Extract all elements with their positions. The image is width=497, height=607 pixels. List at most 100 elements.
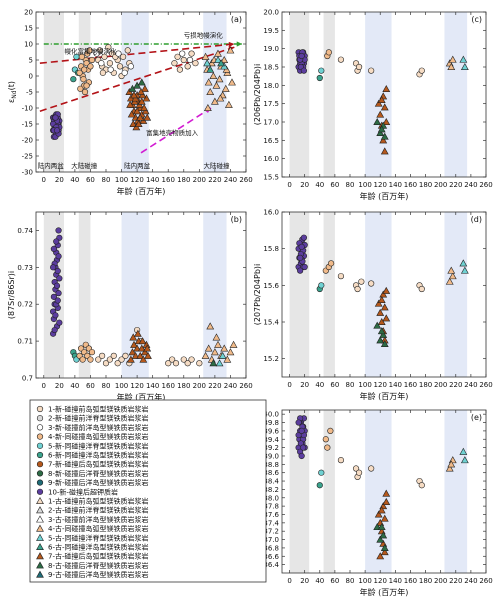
data-point bbox=[179, 50, 186, 57]
data-point bbox=[209, 359, 218, 367]
data-point bbox=[448, 272, 457, 280]
y-tick-label: 39.0 bbox=[263, 452, 279, 460]
data-point bbox=[226, 46, 235, 54]
x-tick-label: 120 bbox=[374, 381, 387, 389]
trend-arrowhead bbox=[236, 41, 243, 47]
data-point bbox=[116, 63, 124, 70]
y-tick-label: 0.71 bbox=[17, 338, 33, 346]
data-point bbox=[374, 510, 383, 518]
data-point bbox=[382, 314, 391, 322]
y-axis-label: εNd(t) bbox=[7, 81, 18, 103]
data-point bbox=[337, 56, 345, 63]
y-tick-label: 39.8 bbox=[263, 419, 279, 427]
y-tick-label: 5 bbox=[29, 57, 33, 65]
data-point bbox=[226, 348, 235, 356]
data-point bbox=[380, 548, 389, 556]
data-point bbox=[379, 531, 388, 539]
data-point bbox=[52, 114, 59, 121]
shaded-band bbox=[444, 410, 468, 573]
x-tick-label: 180 bbox=[177, 176, 190, 184]
legend-label: 5-新-同碰撞洋脊型镁铁质岩浆岩 bbox=[48, 441, 149, 450]
x-tick-label: 80 bbox=[102, 176, 111, 184]
plot-frame bbox=[35, 211, 247, 379]
legend-label: 6-古-同碰撞洋岛型镁铁质岩浆岩 bbox=[48, 543, 149, 552]
data-point bbox=[201, 351, 210, 359]
data-point bbox=[78, 53, 85, 60]
band-label: 大陆碰撞 bbox=[203, 161, 230, 170]
data-point bbox=[50, 245, 57, 252]
data-point bbox=[53, 127, 61, 134]
data-point bbox=[214, 55, 222, 64]
data-point bbox=[447, 266, 456, 274]
trend-line-magenta bbox=[140, 107, 212, 154]
x-tick-label: 60 bbox=[330, 181, 339, 189]
x-tick-label: 120 bbox=[374, 577, 387, 585]
data-point bbox=[373, 117, 382, 126]
legend-marker bbox=[36, 461, 44, 468]
y-tick-label: 18.5 bbox=[263, 64, 279, 72]
x-tick-label: 240 bbox=[224, 382, 237, 390]
data-point bbox=[358, 278, 365, 285]
data-point bbox=[77, 85, 84, 92]
y-tick-label: 17.0 bbox=[263, 119, 279, 127]
data-point bbox=[377, 506, 386, 514]
legend-label: 3-古-碰撞前洋岛型镁铁质岩浆岩 bbox=[48, 515, 149, 524]
data-point bbox=[459, 55, 468, 63]
legend-label: 1-新-碰撞前岛弧型镁铁质岩浆岩 bbox=[48, 405, 149, 414]
y-tick-label: 0.74 bbox=[17, 227, 33, 235]
data-point bbox=[460, 456, 469, 464]
x-tick-label: 160 bbox=[404, 577, 417, 585]
data-point bbox=[327, 427, 334, 434]
data-point bbox=[203, 103, 212, 112]
data-point bbox=[144, 351, 152, 359]
data-point bbox=[418, 67, 425, 74]
legend-marker bbox=[36, 470, 44, 477]
x-tick-label: 100 bbox=[115, 176, 128, 184]
data-point bbox=[355, 63, 363, 71]
data-point bbox=[373, 321, 382, 329]
data-point bbox=[380, 303, 389, 311]
data-point bbox=[382, 84, 391, 93]
data-point bbox=[137, 87, 145, 96]
data-point bbox=[143, 113, 152, 121]
y-tick-label: 40.0 bbox=[263, 411, 279, 419]
data-point bbox=[447, 62, 456, 71]
data-point bbox=[298, 243, 305, 250]
legend-marker bbox=[36, 405, 44, 413]
data-point bbox=[298, 427, 305, 434]
data-point bbox=[355, 469, 363, 476]
x-tick-label: 200 bbox=[193, 176, 206, 184]
legend-label: 6-新-同碰撞洋岛型镁铁质岩浆岩 bbox=[48, 451, 149, 460]
y-tick-label: 38.0 bbox=[263, 494, 279, 502]
data-point bbox=[76, 69, 83, 76]
data-point bbox=[377, 523, 386, 531]
data-point bbox=[184, 63, 191, 70]
y-tick-label: 15.5 bbox=[263, 174, 279, 182]
data-point bbox=[121, 69, 128, 76]
data-point bbox=[201, 52, 210, 60]
data-point bbox=[376, 336, 385, 344]
data-point bbox=[115, 50, 122, 57]
x-tick-label: 200 bbox=[434, 381, 447, 389]
y-tick-label: 36.4 bbox=[263, 561, 279, 569]
data-point bbox=[300, 67, 308, 74]
x-tick-label: 260 bbox=[479, 381, 492, 389]
data-point bbox=[377, 95, 386, 104]
x-tick-label: 100 bbox=[115, 382, 128, 390]
data-point bbox=[380, 132, 389, 140]
shaded-band bbox=[78, 212, 91, 378]
y-axis-label: (207Pb/204Pb)i bbox=[253, 264, 262, 326]
data-point bbox=[54, 297, 61, 304]
data-point bbox=[206, 322, 215, 330]
shaded-band bbox=[323, 212, 335, 377]
legend-marker bbox=[36, 524, 44, 532]
x-tick-label: 220 bbox=[449, 577, 462, 585]
data-point bbox=[88, 349, 96, 356]
data-point bbox=[133, 344, 142, 352]
data-point bbox=[186, 56, 194, 64]
x-tick-label: 100 bbox=[358, 577, 371, 585]
data-point bbox=[88, 56, 96, 64]
y-tick-label: 39.4 bbox=[263, 436, 279, 444]
legend-label: 4-新-同碰撞岛弧型镁铁质岩浆岩 bbox=[48, 432, 149, 441]
